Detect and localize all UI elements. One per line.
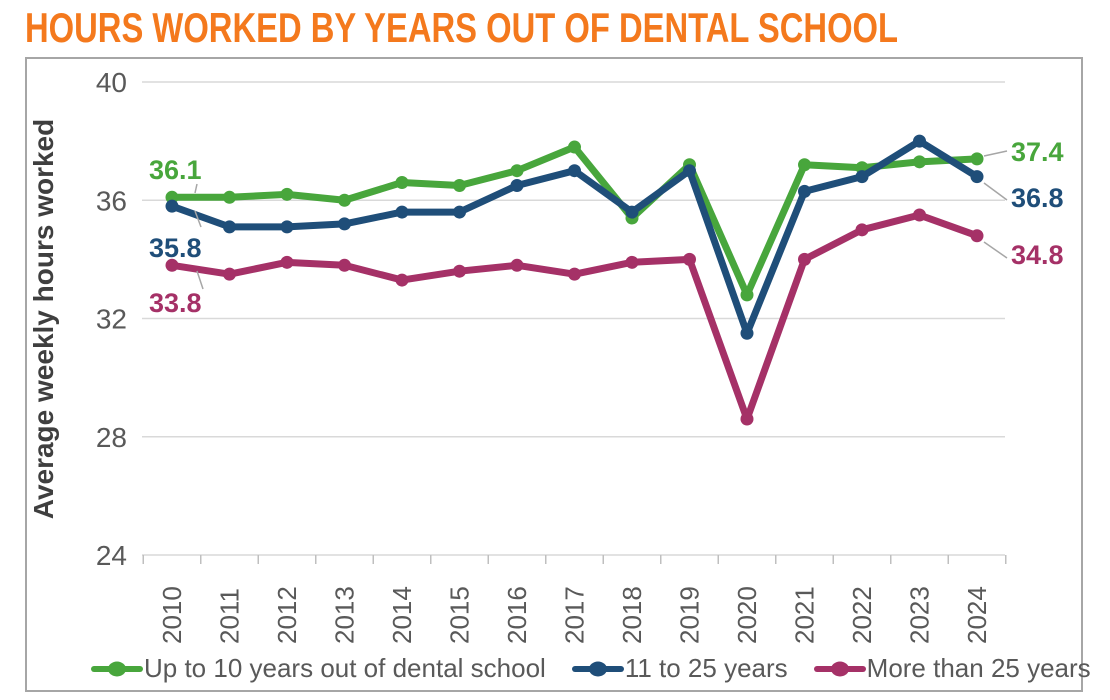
data-point xyxy=(510,178,524,192)
leader-line xyxy=(196,270,204,290)
value-label: 36.8 xyxy=(1011,183,1064,213)
y-tick-label: 36 xyxy=(96,185,127,216)
x-tick-label: 2024 xyxy=(962,586,992,644)
data-point xyxy=(338,258,351,272)
x-tick-label: 2014 xyxy=(387,586,417,644)
data-point xyxy=(223,267,236,281)
data-point xyxy=(740,326,754,340)
data-point xyxy=(970,170,984,184)
data-point xyxy=(568,267,581,281)
value-label: 35.8 xyxy=(149,233,202,263)
data-point xyxy=(855,170,869,184)
y-axis-title: Average weekly hours worked xyxy=(28,119,59,519)
leader-line xyxy=(194,183,198,194)
data-point xyxy=(338,217,351,231)
x-tick-label: 2016 xyxy=(502,586,532,644)
data-point xyxy=(453,178,466,192)
x-tick-label: 2012 xyxy=(272,586,302,644)
leader-line xyxy=(983,150,1008,157)
chart-legend: Up to 10 years out of dental school 11 to… xyxy=(91,653,1091,684)
data-point xyxy=(625,205,639,219)
x-tick-label: 2020 xyxy=(732,586,762,644)
legend-label: Up to 10 years out of dental school xyxy=(144,653,546,683)
legend-marker-icon xyxy=(571,661,624,676)
legend-item-2: 11 to 25 years xyxy=(571,653,788,684)
leader-line xyxy=(194,210,202,228)
data-point xyxy=(280,187,294,201)
data-point xyxy=(970,152,984,166)
legend-marker-icon xyxy=(813,661,866,676)
data-point xyxy=(338,193,351,207)
data-point xyxy=(970,229,984,243)
data-point xyxy=(740,288,754,302)
data-point xyxy=(223,190,236,204)
legend-marker-icon xyxy=(91,661,143,676)
x-tick-label: 2021 xyxy=(790,586,820,644)
legend-label: 11 to 25 years xyxy=(624,653,788,683)
legend-item-3: More than 25 years xyxy=(813,653,1091,684)
data-point xyxy=(223,220,236,234)
data-point xyxy=(798,252,811,266)
data-point xyxy=(913,155,926,169)
data-point xyxy=(453,205,466,219)
legend-item-1: Up to 10 years out of dental school xyxy=(91,653,546,684)
data-point xyxy=(683,164,696,178)
data-point xyxy=(855,223,869,237)
series-line-3 xyxy=(168,211,981,423)
value-label: 33.8 xyxy=(149,288,202,318)
data-point xyxy=(798,158,811,172)
data-point xyxy=(568,140,581,154)
chart-frame: 24 28 32 36 40 2010 2011 2012 2013 2014 2015 2016 20… xyxy=(25,57,1091,692)
x-tick-label: 2017 xyxy=(560,586,590,644)
legend-label: More than 25 years xyxy=(866,653,1091,683)
data-point xyxy=(395,273,409,287)
data-point xyxy=(683,252,696,266)
x-tick-label: 2011 xyxy=(215,588,245,644)
data-point xyxy=(913,208,926,222)
x-tick-label: 2022 xyxy=(847,586,877,644)
y-tick-label: 28 xyxy=(96,422,127,453)
data-point xyxy=(165,199,179,213)
data-point xyxy=(280,255,294,269)
x-tick-label: 2018 xyxy=(617,586,647,644)
leader-line xyxy=(983,241,1008,259)
data-point xyxy=(625,255,639,269)
line-chart: 24 28 32 36 40 2010 2011 2012 2013 2014 2015 2016 20… xyxy=(28,67,1064,644)
data-point xyxy=(395,176,409,190)
data-point xyxy=(453,264,466,278)
value-label: 36.1 xyxy=(149,155,202,185)
y-tick-label: 40 xyxy=(96,67,127,98)
data-point xyxy=(395,205,409,219)
y-tick-label: 24 xyxy=(96,540,127,571)
x-tick-label: 2010 xyxy=(157,586,187,644)
data-point xyxy=(568,164,581,178)
data-point xyxy=(165,258,179,272)
leader-line xyxy=(983,182,1008,201)
data-point xyxy=(510,258,524,272)
data-point xyxy=(740,412,754,426)
y-tick-label: 32 xyxy=(96,304,127,335)
data-point xyxy=(280,220,294,234)
data-point xyxy=(510,164,524,178)
data-point xyxy=(798,184,811,198)
value-label: 34.8 xyxy=(1011,240,1064,270)
x-tick-label: 2019 xyxy=(675,586,705,644)
x-tick-label: 2023 xyxy=(905,586,935,644)
x-tick-label: 2013 xyxy=(330,586,360,644)
value-label: 37.4 xyxy=(1011,137,1064,167)
x-tick-label: 2015 xyxy=(445,586,475,644)
data-point xyxy=(913,134,926,148)
chart-title: HOURS WORKED BY YEARS OUT OF DENTAL SCHO… xyxy=(25,4,899,51)
